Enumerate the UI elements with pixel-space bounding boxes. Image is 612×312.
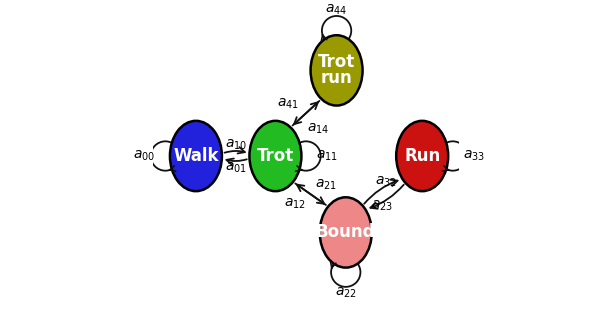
Text: $a_{33}$: $a_{33}$ — [463, 149, 485, 163]
FancyArrowPatch shape — [370, 185, 404, 209]
Text: Trot: Trot — [257, 147, 294, 165]
Text: $a_{44}$: $a_{44}$ — [326, 2, 348, 17]
Ellipse shape — [319, 197, 371, 268]
Text: Run: Run — [404, 147, 440, 165]
FancyArrowPatch shape — [294, 101, 319, 124]
Text: Bound: Bound — [316, 223, 376, 241]
FancyArrowPatch shape — [293, 102, 318, 125]
Ellipse shape — [250, 121, 302, 191]
Text: $a_{22}$: $a_{22}$ — [335, 286, 357, 300]
FancyArrowPatch shape — [225, 147, 245, 154]
FancyArrowPatch shape — [296, 183, 324, 204]
Text: $a_{12}$: $a_{12}$ — [285, 196, 306, 211]
Text: $a_{10}$: $a_{10}$ — [225, 138, 247, 152]
Text: $a_{41}$: $a_{41}$ — [277, 97, 299, 111]
Ellipse shape — [170, 121, 222, 191]
Ellipse shape — [396, 121, 448, 191]
Text: $a_{14}$: $a_{14}$ — [307, 121, 329, 136]
Ellipse shape — [310, 35, 362, 105]
FancyArrowPatch shape — [297, 185, 326, 205]
Text: $a_{11}$: $a_{11}$ — [316, 149, 338, 163]
Text: $a_{01}$: $a_{01}$ — [225, 160, 247, 174]
Text: $a_{21}$: $a_{21}$ — [315, 178, 337, 192]
Text: $a_{23}$: $a_{23}$ — [371, 199, 394, 213]
Text: Trot
run: Trot run — [318, 53, 355, 87]
Text: $a_{00}$: $a_{00}$ — [133, 149, 155, 163]
Text: $a_{32}$: $a_{32}$ — [375, 175, 397, 189]
FancyArrowPatch shape — [364, 180, 398, 204]
Text: Walk: Walk — [173, 147, 218, 165]
FancyArrowPatch shape — [226, 158, 247, 165]
